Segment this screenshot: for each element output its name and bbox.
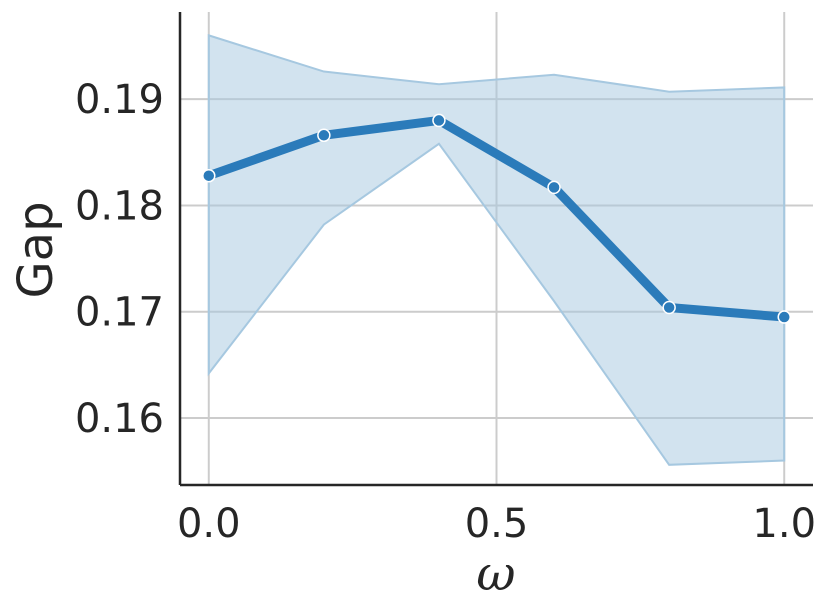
y-tick-label: 0.18 xyxy=(75,183,164,229)
series-marker-layer xyxy=(202,113,791,324)
x-tick-label: 0.0 xyxy=(177,501,241,547)
confidence-band-layer xyxy=(207,34,786,466)
series-line-layer xyxy=(204,115,789,322)
x-tick-label: 1.0 xyxy=(752,501,816,547)
y-tick-label: 0.16 xyxy=(75,396,164,442)
y-tick-labels: 0.16 0.17 0.18 0.19 xyxy=(75,77,164,442)
data-point xyxy=(202,168,216,183)
data-point xyxy=(777,310,791,324)
data-point xyxy=(547,180,561,195)
confidence-band xyxy=(207,34,786,466)
y-axis-label: Gap xyxy=(8,201,64,298)
x-axis-label: ω xyxy=(476,546,515,602)
data-point xyxy=(432,113,446,128)
data-point xyxy=(662,300,676,315)
series-line xyxy=(204,115,789,322)
data-point xyxy=(317,128,331,143)
y-tick-label: 0.17 xyxy=(75,290,164,336)
x-tick-label: 0.5 xyxy=(465,501,529,547)
axes xyxy=(178,12,813,487)
x-tick-labels: 0.0 0.5 1.0 xyxy=(177,501,816,547)
y-tick-label: 0.19 xyxy=(75,77,164,123)
